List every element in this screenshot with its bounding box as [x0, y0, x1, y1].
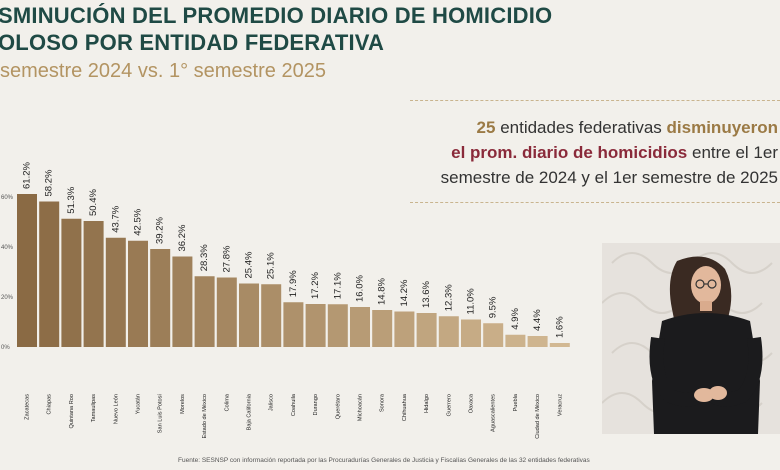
callout-text-3: semestre de 2024 y el 1er semestre de 20…	[440, 168, 778, 187]
bar-value-label: 4.4%	[532, 309, 543, 331]
bar-value-label: 4.9%	[510, 308, 521, 330]
bar	[416, 313, 437, 347]
bar-value-label: 28.3%	[199, 244, 210, 271]
bar-value-label: 25.1%	[266, 252, 277, 279]
category-label: Chiapas	[47, 394, 53, 415]
category-label: Tamaulipas	[91, 394, 97, 422]
category-label: Oaxaca	[468, 393, 474, 413]
bar	[305, 304, 326, 347]
bar-value-label: 36.2%	[177, 224, 188, 251]
bar-value-label: 51.3%	[66, 186, 77, 213]
category-label: Veracruz	[557, 394, 563, 416]
bar	[128, 240, 148, 347]
category-label: Quintana Roo	[69, 394, 75, 429]
y-tick-label: 40%	[1, 245, 14, 251]
subtitle: semestre 2024 vs. 1° semestre 2025	[0, 60, 326, 82]
category-label: Querétaro	[335, 394, 341, 419]
category-label: Baja California	[246, 393, 252, 430]
category-label: Yucatán	[135, 394, 141, 414]
bar	[216, 277, 237, 347]
bar-value-label: 17.1%	[332, 272, 343, 299]
category-label: Zacatecas	[24, 394, 30, 420]
summary-callout: 25 entidades federativas disminuyeron el…	[410, 100, 780, 203]
bar	[283, 302, 304, 347]
bar	[39, 201, 60, 347]
category-label: Puebla	[513, 393, 519, 411]
title-line-1: SMINUCIÓN DEL PROMEDIO DIARIO DE HOMICID…	[0, 3, 553, 28]
bar-chart: 0% 20% 40% 60% 61.2% Zacatecas 58.2% Chiapas 51.…	[1, 162, 570, 439]
category-label: Aguascalientes	[491, 394, 497, 432]
category-label: Michoacán	[357, 394, 363, 421]
bar	[61, 218, 82, 347]
category-label: San Luis Potosí	[158, 394, 164, 434]
bar	[194, 276, 215, 347]
category-label: Morelos	[180, 394, 186, 414]
y-tick-label: 20%	[1, 295, 14, 301]
category-label: Hidalgo	[424, 394, 430, 413]
bar-value-label: 17.2%	[310, 272, 321, 299]
bar	[549, 343, 570, 347]
bar	[261, 284, 282, 347]
bar	[83, 221, 104, 347]
bar-value-label: 9.5%	[488, 296, 499, 318]
category-label: Sonora	[380, 393, 386, 412]
callout-highlight-2: el prom. diario de homicidios	[451, 143, 688, 162]
bar	[172, 256, 193, 347]
category-label: Durango	[313, 394, 319, 415]
category-label: Estado de México	[202, 394, 208, 438]
bar	[461, 319, 481, 347]
callout-text: 25 entidades federativas disminuyeron el…	[398, 115, 778, 190]
callout-text-1: entidades federativas	[500, 118, 662, 137]
interpreter-image	[602, 243, 780, 434]
callout-highlight-1: disminuyeron	[666, 118, 778, 137]
source-note: Fuente: SESNSP con información reportada…	[178, 457, 590, 464]
bar-value-label: 11.0%	[466, 288, 477, 315]
bar	[483, 323, 504, 347]
bar-value-label: 12.3%	[443, 284, 454, 311]
callout-text-2: entre el 1er	[692, 143, 778, 162]
bar-value-label: 39.2%	[155, 217, 166, 244]
callout-count: 25	[476, 118, 496, 137]
bar	[105, 237, 126, 347]
category-label: Jalisco	[269, 394, 275, 411]
bar	[239, 283, 259, 347]
title-line-2: OLOSO POR ENTIDAD FEDERATIVA	[0, 30, 385, 55]
bar	[394, 311, 415, 347]
page-title: SMINUCIÓN DEL PROMEDIO DIARIO DE HOMICID…	[0, 2, 552, 56]
bar	[438, 316, 459, 347]
bar-value-label: 50.4%	[88, 189, 99, 216]
bar	[327, 304, 348, 347]
bar	[17, 194, 37, 347]
bar	[505, 334, 526, 347]
y-tick-label: 0%	[1, 345, 10, 351]
bar	[350, 307, 370, 347]
category-label: Ciudad de México	[535, 394, 541, 439]
category-label: Colima	[224, 393, 230, 411]
bar-value-label: 42.5%	[133, 208, 144, 235]
bar-value-label: 16.0%	[355, 275, 366, 302]
sign-language-interpreter	[602, 243, 780, 434]
bar-value-label: 14.2%	[399, 279, 410, 306]
bar-value-label: 1.6%	[554, 316, 565, 338]
y-tick-label: 60%	[1, 195, 14, 201]
category-label: Nuevo León	[113, 394, 119, 424]
bar-value-label: 13.6%	[421, 281, 432, 308]
bar-value-label: 58.2%	[44, 169, 55, 196]
bar-value-label: 61.2%	[22, 162, 33, 189]
bar	[150, 249, 171, 347]
bar-value-label: 25.4%	[244, 251, 255, 278]
bar-value-label: 27.8%	[221, 245, 232, 272]
category-label: Guerrero	[446, 394, 452, 416]
bar	[527, 336, 548, 347]
bar-value-label: 17.9%	[288, 270, 299, 297]
category-label: Coahuila	[291, 393, 297, 416]
category-label: Chihuahua	[402, 393, 408, 421]
bar-value-label: 14.8%	[377, 278, 388, 305]
bar	[372, 310, 393, 347]
bar-value-label: 43.7%	[110, 205, 121, 232]
